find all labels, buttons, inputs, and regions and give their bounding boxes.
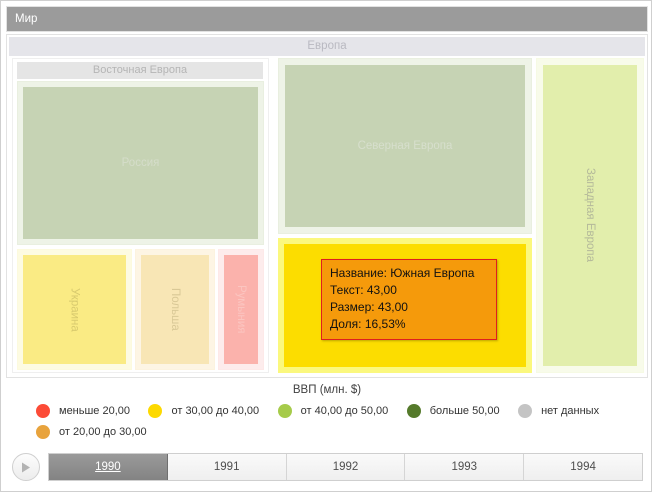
legend-item-4[interactable]: нет данных — [518, 401, 607, 421]
legend-swatch-icon-4 — [518, 404, 533, 418]
treemap-tile-russia-fill: Россия — [23, 87, 258, 239]
treemap-tile-northern-europe-fill: Северная Европа — [285, 65, 525, 227]
tooltip: Название: Южная Европа Текст: 43,00 Разм… — [321, 259, 497, 340]
tooltip-name-line: Название: Южная Европа — [330, 266, 475, 280]
treemap-root-header-world[interactable]: Мир — [6, 6, 648, 32]
legend-label-1: от 30,00 до 40,00 — [171, 405, 260, 417]
legend-label-0: меньше 20,00 — [59, 405, 131, 417]
legend-label-2: от 40,00 до 50,00 — [300, 405, 389, 417]
treemap-tile-label-western-europe: Западная Европа — [584, 168, 596, 263]
timeline-year-1992[interactable]: 1992 — [286, 454, 406, 480]
treemap-group-header-europe[interactable]: Европа — [9, 37, 645, 56]
treemap-tile-poland[interactable]: Польша — [135, 249, 215, 370]
treemap-tile-label-russia: Россия — [121, 157, 160, 169]
legend-items: меньше 20,00 от 30,00 до 40,00 от 40,00 … — [6, 401, 648, 442]
timeline-year-1991[interactable]: 1991 — [167, 454, 287, 480]
treemap-tile-ukraine[interactable]: Украина — [17, 249, 132, 370]
treemap-group-europe[interactable]: Европа Восточная Европа Россия Украина — [6, 34, 648, 378]
treemap-tile-ukraine-fill: Украина — [23, 255, 126, 364]
legend-label-3: больше 50,00 — [429, 405, 500, 417]
legend-title: ВВП (млн. $) — [292, 384, 362, 396]
treemap-group-eastern-europe[interactable]: Восточная Европа Россия Украина Польша — [12, 58, 269, 373]
treemap-tile-western-europe-fill: Западная Европа — [543, 65, 637, 366]
legend-swatch-icon-1 — [148, 404, 163, 418]
timeline-year-1990[interactable]: 1990 — [49, 454, 168, 480]
treemap-chart: Мир Европа Восточная Европа Россия Украи… — [6, 6, 648, 378]
treemap-tile-northern-europe[interactable]: Северная Европа — [278, 58, 532, 234]
legend-item-3[interactable]: больше 50,00 — [406, 401, 508, 421]
play-icon[interactable] — [12, 453, 40, 481]
timeline-year-track[interactable]: 1990 1991 1992 1993 1994 — [48, 453, 643, 481]
legend-row-2: от 20,00 до 30,00 — [36, 422, 648, 442]
legend-swatch-icon-0 — [36, 404, 50, 418]
legend-swatch-icon-5 — [36, 425, 50, 439]
legend-item-0[interactable]: меньше 20,00 — [36, 401, 138, 421]
treemap-tile-label-northern-europe: Северная Европа — [357, 140, 453, 152]
timeline-slider[interactable]: 1990 1991 1992 1993 1994 — [6, 450, 648, 484]
tooltip-text-line: Текст: 43,00 — [330, 283, 397, 297]
treemap-group-header-eastern-europe[interactable]: Восточная Европа — [17, 62, 263, 79]
treemap-tile-romania-fill: Румыния — [224, 255, 258, 364]
treemap-tile-label-romania: Румыния — [235, 285, 247, 334]
timeline-year-1993[interactable]: 1993 — [405, 454, 525, 480]
legend-item-5[interactable]: от 20,00 до 30,00 — [36, 422, 155, 442]
treemap-tile-western-europe[interactable]: Западная Европа — [536, 58, 644, 373]
legend: ВВП (млн. $) меньше 20,00 от 30,00 до 40… — [6, 382, 648, 442]
treemap-tile-label-ukraine: Украина — [68, 287, 81, 332]
treemap-tile-label-poland: Польша — [169, 288, 181, 331]
legend-label-4: нет данных — [541, 405, 600, 417]
legend-item-1[interactable]: от 30,00 до 40,00 — [148, 401, 267, 421]
timeline-year-1994[interactable]: 1994 — [524, 454, 642, 480]
legend-swatch-icon-3 — [406, 404, 421, 418]
legend-label-5: от 20,00 до 30,00 — [59, 426, 147, 438]
tooltip-share-line: Доля: 16,53% — [330, 317, 406, 331]
legend-item-2[interactable]: от 40,00 до 50,00 — [277, 401, 397, 421]
treemap-tile-poland-fill: Польша — [141, 255, 209, 364]
treemap-tile-russia[interactable]: Россия — [17, 81, 264, 245]
tooltip-size-line: Размер: 43,00 — [330, 300, 408, 314]
treemap-tile-romania[interactable]: Румыния — [218, 249, 264, 370]
legend-swatch-icon-2 — [277, 404, 292, 418]
